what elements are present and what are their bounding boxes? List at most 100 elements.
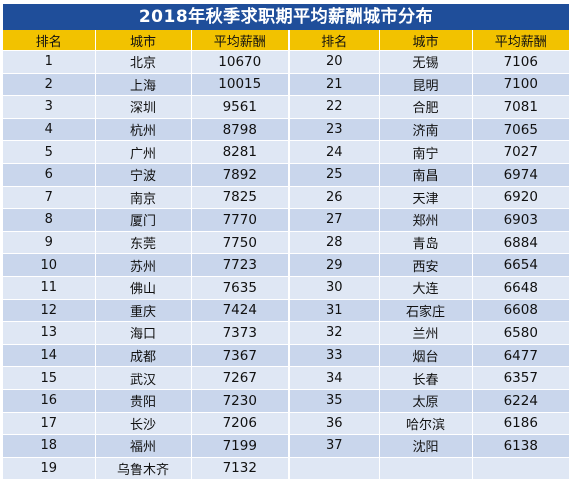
salary-cell: 7081 xyxy=(472,95,569,119)
salary-cell: 7825 xyxy=(191,186,290,210)
rank-cell: 21 xyxy=(289,73,380,97)
salary-cell: 7770 xyxy=(191,208,290,232)
salary-cell: 6903 xyxy=(472,208,569,232)
city-cell: 太原 xyxy=(379,389,473,413)
rank-cell: 7 xyxy=(3,186,96,210)
city-cell: 上海 xyxy=(95,73,192,97)
rank-cell: 10 xyxy=(3,253,96,277)
table-body: 1 北京 10670 20 无锡 7106 2 上海 10015 21 昆明 7100 3 深圳 9561 2… xyxy=(3,50,569,480)
header-row: 排名 城市 平均薪酬 排名 城市 平均薪酬 xyxy=(3,30,569,51)
salary-cell: 6974 xyxy=(472,163,569,187)
table-row: 7 南京 7825 26 天津 6920 xyxy=(3,186,569,210)
city-cell: 重庆 xyxy=(95,299,192,323)
city-cell: 无锡 xyxy=(379,50,473,74)
salary-cell: 8798 xyxy=(191,118,290,142)
rank-cell: 19 xyxy=(3,457,96,480)
city-cell: 厦门 xyxy=(95,208,192,232)
salary-cell: 7892 xyxy=(191,163,290,187)
salary-cell: 8281 xyxy=(191,140,290,164)
rank-cell: 31 xyxy=(289,299,380,323)
salary-cell: 7635 xyxy=(191,276,290,300)
rank-cell: 26 xyxy=(289,186,380,210)
city-cell: 长沙 xyxy=(95,412,192,436)
salary-cell: 7367 xyxy=(191,344,290,368)
rank-cell: 29 xyxy=(289,253,380,277)
city-cell: 昆明 xyxy=(379,73,473,97)
rank-cell: 30 xyxy=(289,276,380,300)
city-cell: 佛山 xyxy=(95,276,192,300)
header-city-right: 城市 xyxy=(379,30,473,51)
city-cell: 北京 xyxy=(95,50,192,74)
table-row: 8 厦门 7770 27 郑州 6903 xyxy=(3,208,569,232)
salary-cell: 6920 xyxy=(472,186,569,210)
salary-cell: 7199 xyxy=(191,434,290,458)
salary-cell xyxy=(472,457,569,480)
rank-cell: 33 xyxy=(289,344,380,368)
salary-cell: 6186 xyxy=(472,412,569,436)
city-cell: 大连 xyxy=(379,276,473,300)
rank-cell: 22 xyxy=(289,95,380,119)
city-cell: 深圳 xyxy=(95,95,192,119)
rank-cell: 15 xyxy=(3,366,96,390)
city-cell: 苏州 xyxy=(95,253,192,277)
salary-cell: 9561 xyxy=(191,95,290,119)
salary-cell: 7027 xyxy=(472,140,569,164)
rank-cell: 27 xyxy=(289,208,380,232)
rank-cell: 2 xyxy=(3,73,96,97)
city-cell: 福州 xyxy=(95,434,192,458)
header-city-left: 城市 xyxy=(95,30,192,51)
rank-cell: 20 xyxy=(289,50,380,74)
rank-cell: 14 xyxy=(3,344,96,368)
salary-cell: 6608 xyxy=(472,299,569,323)
salary-table-frame: 2018年秋季求职期平均薪酬城市分布 排名 城市 平均薪酬 排名 城市 平均薪酬… xyxy=(3,4,569,480)
salary-cell: 6654 xyxy=(472,253,569,277)
header-rank-left: 排名 xyxy=(3,30,96,51)
table-title: 2018年秋季求职期平均薪酬城市分布 xyxy=(3,4,569,30)
city-cell: 成都 xyxy=(95,344,192,368)
rank-cell: 9 xyxy=(3,231,96,255)
city-cell: 兰州 xyxy=(379,321,473,345)
city-cell: 沈阳 xyxy=(379,434,473,458)
table-row: 5 广州 8281 24 南宁 7027 xyxy=(3,140,569,164)
salary-cell: 10015 xyxy=(191,73,290,97)
salary-cell: 6884 xyxy=(472,231,569,255)
rank-cell: 34 xyxy=(289,366,380,390)
salary-cell: 7065 xyxy=(472,118,569,142)
city-cell: 济南 xyxy=(379,118,473,142)
city-cell: 武汉 xyxy=(95,366,192,390)
table-row: 2 上海 10015 21 昆明 7100 xyxy=(3,73,569,97)
table-row: 12 重庆 7424 31 石家庄 6608 xyxy=(3,299,569,323)
city-cell: 石家庄 xyxy=(379,299,473,323)
table-row: 17 长沙 7206 36 哈尔滨 6186 xyxy=(3,412,569,436)
salary-cell: 7206 xyxy=(191,412,290,436)
rank-cell: 35 xyxy=(289,389,380,413)
salary-cell: 7230 xyxy=(191,389,290,413)
city-cell: 烟台 xyxy=(379,344,473,368)
table-row: 6 宁波 7892 25 南昌 6974 xyxy=(3,163,569,187)
city-cell xyxy=(379,457,473,480)
city-cell: 合肥 xyxy=(379,95,473,119)
rank-cell: 32 xyxy=(289,321,380,345)
salary-cell: 7106 xyxy=(472,50,569,74)
table-row: 14 成都 7367 33 烟台 6477 xyxy=(3,344,569,368)
salary-cell: 10670 xyxy=(191,50,290,74)
city-cell: 天津 xyxy=(379,186,473,210)
header-rank-right: 排名 xyxy=(289,30,380,51)
table-row: 15 武汉 7267 34 长春 6357 xyxy=(3,366,569,390)
table-row: 4 杭州 8798 23 济南 7065 xyxy=(3,118,569,142)
salary-cell: 7424 xyxy=(191,299,290,323)
city-cell: 海口 xyxy=(95,321,192,345)
rank-cell: 4 xyxy=(3,118,96,142)
salary-cell: 7267 xyxy=(191,366,290,390)
rank-cell: 16 xyxy=(3,389,96,413)
rank-cell: 36 xyxy=(289,412,380,436)
table-row: 18 福州 7199 37 沈阳 6138 xyxy=(3,434,569,458)
city-cell: 郑州 xyxy=(379,208,473,232)
table-row: 10 苏州 7723 29 西安 6654 xyxy=(3,253,569,277)
city-cell: 青岛 xyxy=(379,231,473,255)
salary-cell: 7750 xyxy=(191,231,290,255)
rank-cell: 3 xyxy=(3,95,96,119)
salary-cell: 6224 xyxy=(472,389,569,413)
rank-cell: 13 xyxy=(3,321,96,345)
rank-cell: 5 xyxy=(3,140,96,164)
